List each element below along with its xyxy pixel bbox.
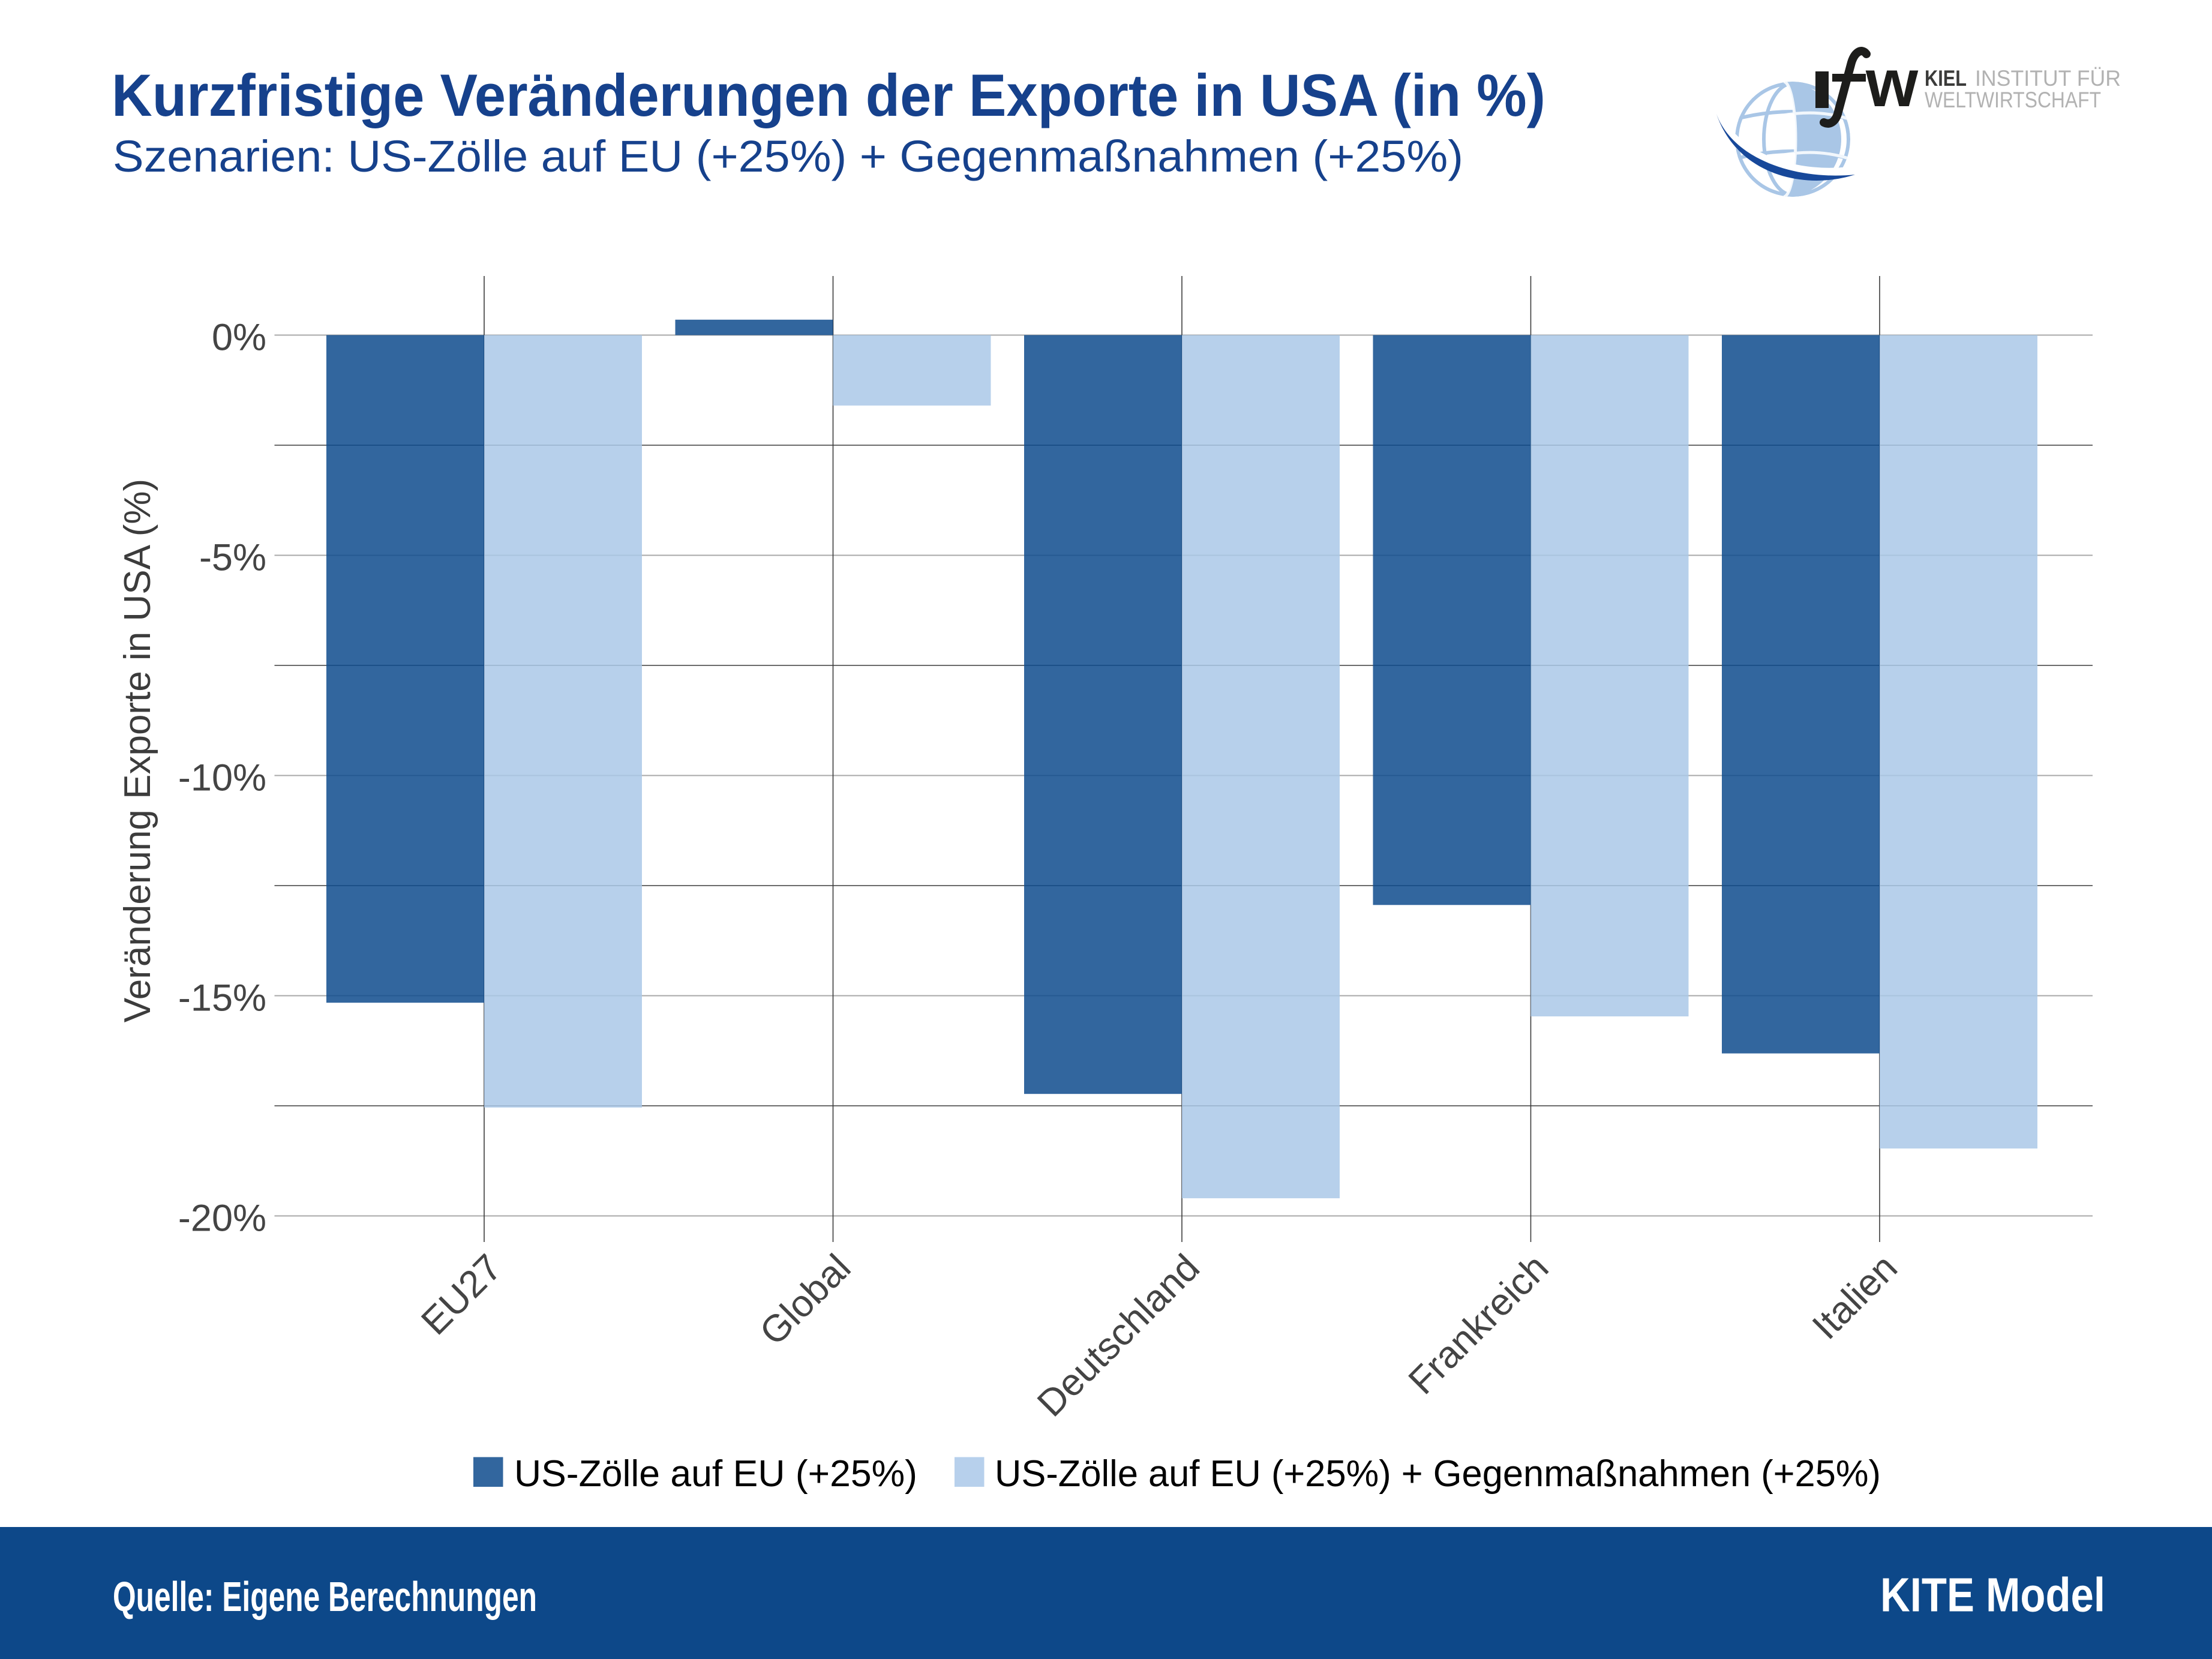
svg-text:WELTWIRTSCHAFT: WELTWIRTSCHAFT bbox=[1925, 88, 2101, 112]
svg-text:-10%: -10% bbox=[178, 757, 266, 799]
svg-text:-5%: -5% bbox=[199, 537, 266, 579]
svg-text:KITE Model: KITE Model bbox=[1880, 1568, 2105, 1622]
svg-text:Quelle: Eigene Berechnungen: Quelle: Eigene Berechnungen bbox=[113, 1573, 537, 1620]
svg-text:US-Zölle auf EU (+25%): US-Zölle auf EU (+25%) bbox=[514, 1453, 917, 1495]
svg-text:w: w bbox=[1865, 46, 1919, 121]
svg-text:0%: 0% bbox=[212, 317, 266, 359]
svg-text:-20%: -20% bbox=[178, 1198, 266, 1240]
svg-text:KIEL: KIEL bbox=[1925, 66, 1967, 91]
svg-text:Kurzfristige Veränderungen der: Kurzfristige Veränderungen der Exporte i… bbox=[112, 62, 1545, 128]
svg-text:US-Zölle auf EU (+25%) + Gegen: US-Zölle auf EU (+25%) + Gegenmaßnahmen … bbox=[995, 1453, 1881, 1495]
svg-text:-15%: -15% bbox=[178, 977, 266, 1019]
svg-text:Veränderung Exporte in USA (%): Veränderung Exporte in USA (%) bbox=[117, 479, 158, 1022]
svg-text:Szenarien: US-Zölle auf EU (+2: Szenarien: US-Zölle auf EU (+25%) + Gege… bbox=[113, 131, 1463, 181]
svg-text:INSTITUT FÜR: INSTITUT FÜR bbox=[1975, 66, 2121, 91]
